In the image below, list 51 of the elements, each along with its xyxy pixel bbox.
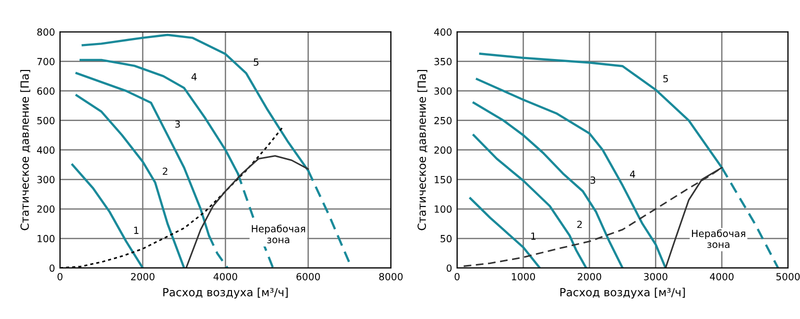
x-tick-label: 1000	[512, 272, 535, 280]
x-axis-title: Расход воздуха [м³/ч]	[560, 288, 685, 299]
line-series	[71, 164, 144, 268]
y-tick-label: 300	[37, 176, 54, 184]
x-tick-label: 2000	[131, 272, 154, 280]
series-label: 2	[577, 220, 582, 228]
line-series	[472, 134, 588, 268]
y-tick-label: 0	[50, 264, 54, 272]
series-label: 4	[630, 170, 636, 178]
y-tick-label: 600	[37, 87, 54, 95]
x-tick-label: 3000	[644, 272, 668, 280]
y-tick-label: 400	[434, 28, 452, 36]
series-label: 1	[531, 232, 536, 240]
series-label: 3	[590, 176, 596, 184]
y-tick-label: 700	[37, 58, 54, 66]
y-tick-label: 200	[37, 205, 54, 213]
x-tick-label: 0	[454, 272, 460, 280]
y-tick-label: 350	[434, 58, 452, 66]
series-label: 2	[162, 168, 168, 175]
x-tick-label: 6000	[296, 272, 320, 280]
line-series	[472, 102, 624, 268]
series-label: 1	[134, 226, 138, 234]
series-label: 5	[254, 58, 258, 66]
y-tick-label: 400	[37, 146, 54, 154]
line-series	[185, 155, 309, 268]
y-tick-label: 100	[38, 234, 54, 242]
x-axis-title: Расход воздуха [м³/ч]	[163, 288, 288, 299]
series-label: 5	[663, 75, 668, 82]
x-tick-label: 4000	[710, 272, 734, 280]
line-series	[75, 94, 186, 268]
y-tick-label: 300	[434, 87, 452, 95]
x-tick-label: 8000	[379, 272, 403, 280]
y-tick-label: 100	[434, 205, 452, 213]
line-series	[469, 197, 541, 268]
x-tick-label: 0	[58, 272, 62, 280]
annotation: Нерабочая зона	[252, 224, 306, 244]
y-tick-label: 0	[446, 264, 452, 272]
y-tick-label: 250	[434, 116, 452, 124]
x-tick-label: 4000	[214, 272, 238, 280]
y-tick-label: 500	[37, 116, 54, 124]
y-axis-title: Статическое давление [Па]	[417, 70, 428, 230]
y-tick-label: 150	[434, 176, 452, 184]
y-axis-title: Статическое давление [Па]	[20, 70, 30, 230]
x-tick-label: 5000	[776, 272, 800, 280]
series-label: 3	[175, 120, 180, 128]
y-tick-label: 800	[37, 28, 54, 36]
annotation: Нерабочая зона	[692, 229, 746, 248]
x-tick-label: 2000	[578, 272, 602, 280]
series-label: 4	[192, 73, 197, 80]
y-tick-label: 50	[440, 234, 452, 242]
y-tick-label: 200	[434, 146, 452, 154]
